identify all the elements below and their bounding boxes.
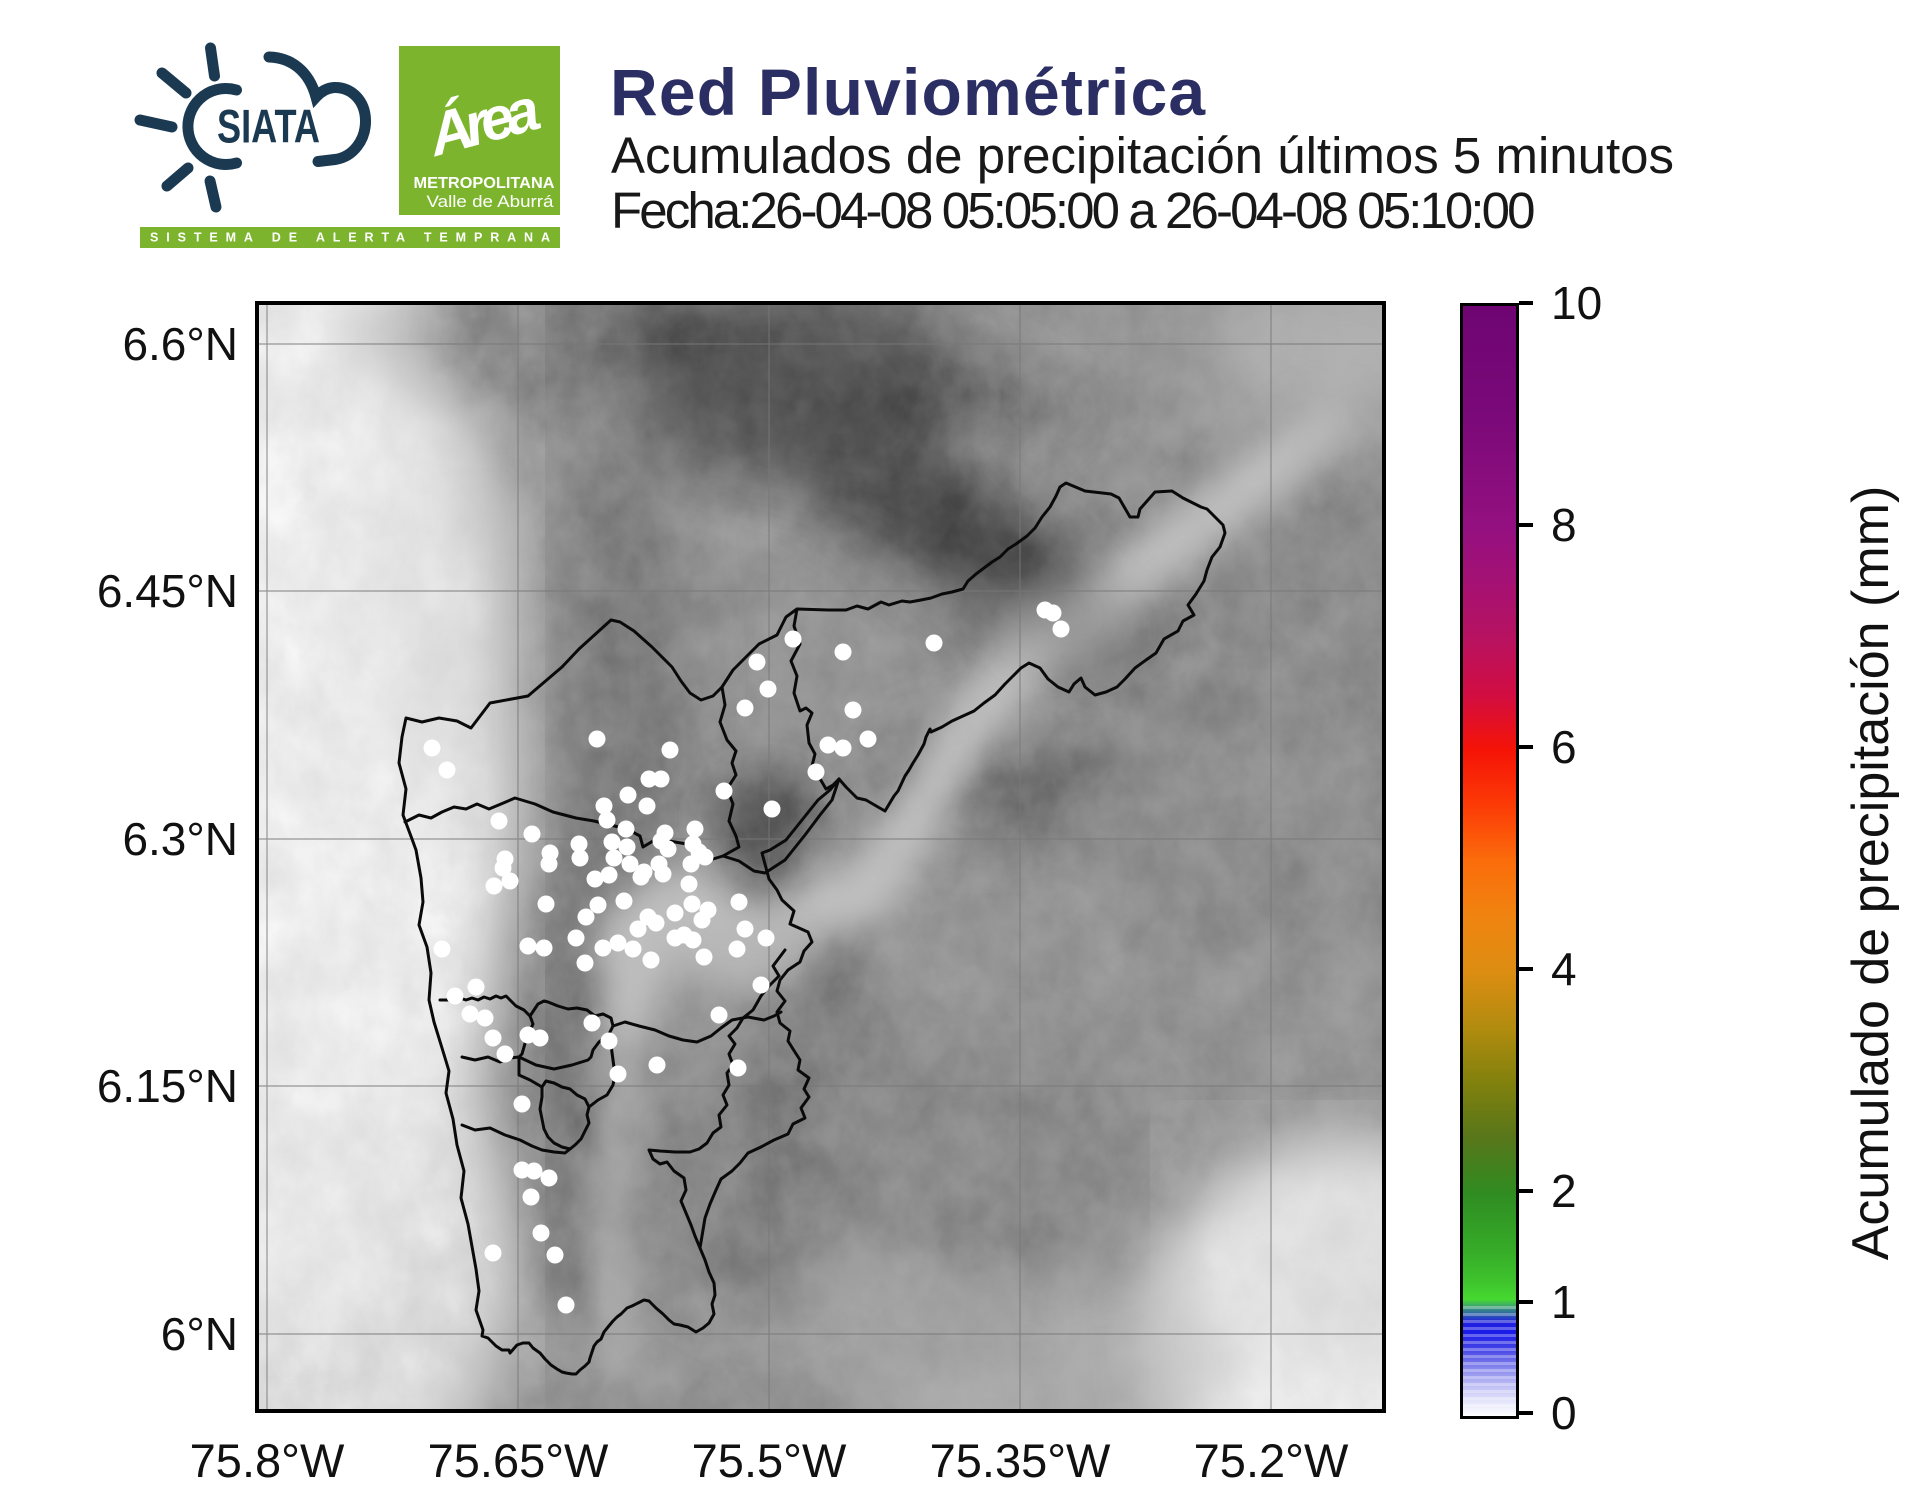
svg-text:SISTEMA DE ALERTA TEMPRANA: SISTEMA DE ALERTA TEMPRANA (150, 231, 550, 245)
svg-text:Valle de Aburrá: Valle de Aburrá (427, 192, 555, 211)
svg-text:METROPOLITANA: METROPOLITANA (414, 175, 555, 192)
svg-text:SIATA: SIATA (217, 100, 320, 153)
